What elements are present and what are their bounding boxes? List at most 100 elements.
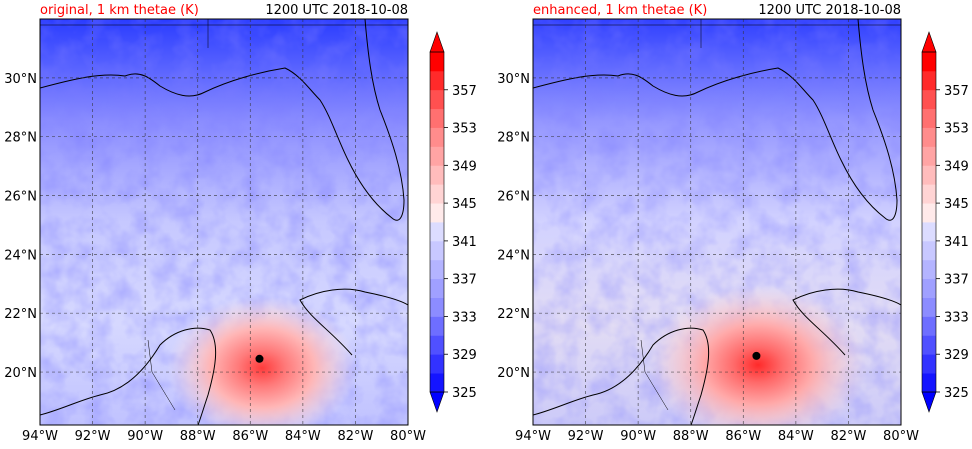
lon-tick-label-right: 82°W	[830, 429, 866, 444]
lon-tick-label-right: 92°W	[568, 429, 604, 444]
storm-center-marker-left	[255, 354, 264, 363]
coastline-right	[533, 19, 901, 425]
colorbar-segment-right	[922, 89, 936, 110]
colorbar-tick-label-right: 357	[944, 84, 969, 99]
lon-tick-label-left: 80°W	[390, 429, 426, 444]
map-area-left	[40, 19, 408, 425]
lat-tick-labels-left: 20°N 22°N 24°N 26°N 28°N 30°N	[4, 72, 37, 381]
colorbar-segment-left	[430, 297, 444, 317]
colorbar-segment-right	[922, 184, 936, 204]
lat-tick-label-left: 30°N	[4, 72, 37, 87]
colorbar-tick-label-right: 325	[944, 386, 969, 401]
borders-right	[533, 19, 901, 411]
colorbar-segment-right	[922, 373, 936, 393]
colorbar-segment-right	[922, 203, 936, 223]
colorbar-tick-label-left: 341	[452, 235, 477, 250]
lon-tick-label-left: 88°W	[180, 429, 216, 444]
colorbar-segment-right	[922, 259, 936, 280]
lon-tick-labels-left: 94°W 92°W 90°W 88°W 86°W 84°W 82°W 80°W	[22, 429, 426, 444]
map-panel-enhanced: enhanced, 1 km thetae (K) 1200 UTC 2018-…	[497, 3, 919, 444]
lat-tick-label-right: 28°N	[497, 131, 530, 146]
colorbar-frame-right	[921, 51, 937, 393]
colorbar-extend-low-left	[429, 391, 445, 413]
colorbar-segment-left	[430, 278, 444, 298]
map-area-right	[533, 19, 901, 425]
lon-tick-labels-right: 94°W 92°W 90°W 88°W 86°W 84°W 82°W 80°W	[515, 429, 919, 444]
storm-center-marker-right	[752, 351, 761, 360]
lat-tick-labels-right: 20°N 22°N 24°N 26°N 28°N 30°N	[497, 72, 530, 381]
colorbar-segment-left	[430, 316, 444, 336]
panel-time-left: 1200 UTC 2018-10-08	[265, 3, 408, 18]
lat-tick-label-left: 24°N	[4, 248, 37, 263]
panel-time-right: 1200 UTC 2018-10-08	[758, 3, 901, 18]
colorbar-segment-left	[430, 52, 444, 72]
lon-tick-label-left: 90°W	[127, 429, 163, 444]
lat-tick-label-right: 22°N	[497, 307, 530, 322]
colorbar-segment-right	[922, 146, 936, 166]
colorbar-segment-right	[922, 297, 936, 317]
colorbar-segment-right	[922, 335, 936, 355]
lon-tick-label-left: 94°W	[22, 429, 58, 444]
colorbar-segment-left	[430, 127, 444, 147]
map-frame-left	[39, 18, 409, 426]
colorbar-segment-left	[430, 373, 444, 393]
colorbar-segment-left	[430, 335, 444, 355]
colorbar-segment-right	[922, 278, 936, 298]
lon-tick-label-left: 82°W	[337, 429, 373, 444]
colorbar-segment-right	[922, 70, 936, 91]
colorbar-segment-left	[430, 165, 444, 185]
colorbar-segment-right	[922, 354, 936, 374]
colorbar-tick-label-right: 345	[944, 197, 969, 212]
colorbar-segment-left	[430, 259, 444, 280]
lon-tick-label-right: 90°W	[620, 429, 656, 444]
colorbar-segment-left	[430, 108, 444, 128]
panel-title-right: enhanced, 1 km thetae (K)	[533, 3, 707, 18]
lat-tick-label-right: 20°N	[497, 366, 530, 381]
colorbar-extend-high-left	[429, 31, 445, 53]
lon-tick-label-left: 92°W	[75, 429, 111, 444]
hurricane-warm-core-right	[648, 285, 868, 425]
colorbar-right: 325 329 333 337 341 345 349 353 357	[921, 31, 969, 413]
lat-tick-label-right: 26°N	[497, 190, 530, 205]
graticule-right	[533, 19, 901, 425]
lat-tick-label-left: 28°N	[4, 131, 37, 146]
lat-tick-label-left: 22°N	[4, 307, 37, 322]
lon-tick-label-left: 86°W	[232, 429, 268, 444]
colorbar-segment-left	[430, 89, 444, 110]
colorbar-frame-left	[429, 51, 445, 393]
colorbar-tick-label-left: 333	[452, 310, 477, 325]
lat-tick-label-left: 26°N	[4, 190, 37, 205]
colorbar-tick-label-left: 349	[452, 159, 477, 174]
colorbar-tick-label-left: 337	[452, 273, 477, 288]
colorbar-extend-high-right	[921, 31, 937, 53]
map-panel-original: original, 1 km thetae (K) 1200 UTC 2018-…	[4, 3, 426, 444]
colorbar-tick-label-left: 353	[452, 122, 477, 137]
graticule-left	[40, 19, 408, 425]
colorbar-segment-left	[430, 146, 444, 166]
hurricane-warm-core-left	[167, 296, 357, 425]
colorbar-segment-right	[922, 108, 936, 128]
colorbar-tick-label-right: 341	[944, 235, 969, 250]
colorbar-tick-label-left: 345	[452, 197, 477, 212]
colorbar-segment-left	[430, 222, 444, 242]
colorbar-segment-right	[922, 52, 936, 72]
borders-left	[40, 19, 408, 411]
colorbar-tick-label-left: 329	[452, 348, 477, 363]
colorbar-tick-label-right: 329	[944, 348, 969, 363]
lon-tick-label-right: 80°W	[883, 429, 919, 444]
lon-tick-label-right: 94°W	[515, 429, 551, 444]
lon-tick-label-right: 88°W	[673, 429, 709, 444]
coastline-left	[40, 19, 408, 425]
lon-tick-label-right: 84°W	[778, 429, 814, 444]
lon-tick-label-left: 84°W	[285, 429, 321, 444]
panel-title-left: original, 1 km thetae (K)	[40, 3, 199, 18]
colorbar-left: 325 329 333 337 341 345 349 353 357	[429, 31, 477, 413]
lat-tick-label-right: 30°N	[497, 72, 530, 87]
colorbar-segment-left	[430, 184, 444, 204]
colorbar-segment-right	[922, 240, 936, 261]
lon-tick-label-right: 86°W	[725, 429, 761, 444]
colorbar-segment-left	[430, 203, 444, 223]
colorbar-segment-right	[922, 222, 936, 242]
map-frame-right	[532, 18, 902, 426]
